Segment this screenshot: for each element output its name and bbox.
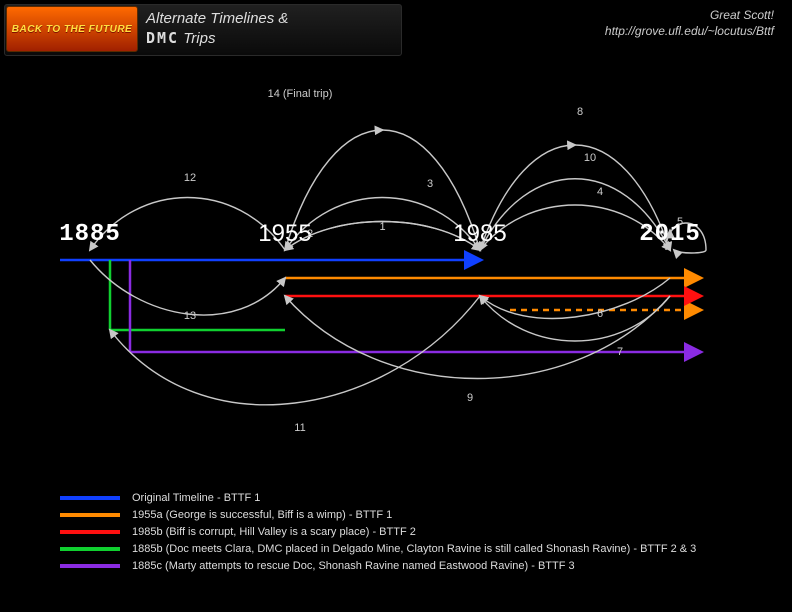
legend-row: Original Timeline - BTTF 1 bbox=[60, 492, 696, 504]
trip-arc-11 bbox=[110, 296, 480, 405]
legend-text: 1955a (George is successful, Biff is a w… bbox=[132, 509, 392, 521]
legend-swatch bbox=[60, 513, 120, 517]
legend-row: 1955a (George is successful, Biff is a w… bbox=[60, 509, 696, 521]
trip-label-4: 4 bbox=[597, 186, 603, 198]
legend-swatch bbox=[60, 496, 120, 500]
trip-label-6: 6 bbox=[597, 308, 603, 320]
legend-text: 1985b (Biff is corrupt, Hill Valley is a… bbox=[132, 526, 416, 538]
legend-text: Original Timeline - BTTF 1 bbox=[132, 492, 260, 504]
year-2015: 2015 bbox=[639, 221, 701, 248]
year-1885: 1885 bbox=[59, 221, 121, 248]
legend: Original Timeline - BTTF 1 1955a (George … bbox=[60, 492, 696, 577]
legend-row: 1985b (Biff is corrupt, Hill Valley is a… bbox=[60, 526, 696, 538]
trip-label-8: 8 bbox=[577, 106, 583, 118]
year-1955: 1955 bbox=[258, 220, 311, 248]
trip-arc-6 bbox=[480, 278, 670, 318]
legend-text: 1885b (Doc meets Clara, DMC placed in De… bbox=[132, 543, 696, 555]
trip-label-10: 10 bbox=[584, 152, 596, 164]
trip-arc-7 bbox=[480, 296, 670, 341]
trip-label-13: 13 bbox=[184, 310, 196, 322]
legend-swatch bbox=[60, 530, 120, 534]
trip-label-7: 7 bbox=[617, 346, 623, 358]
legend-row: 1885c (Marty attempts to rescue Doc, Sho… bbox=[60, 560, 696, 572]
legend-swatch bbox=[60, 547, 120, 551]
legend-text: 1885c (Marty attempts to rescue Doc, Sho… bbox=[132, 560, 575, 572]
trip-label-5: 5 bbox=[677, 216, 683, 228]
trip-label-11: 11 bbox=[294, 422, 305, 434]
trip-label-9: 9 bbox=[467, 392, 473, 404]
trip-label-2: 2 bbox=[307, 228, 313, 240]
trip-label-12: 12 bbox=[184, 172, 196, 184]
trip-arc-13 bbox=[90, 260, 285, 315]
trip-label-14 (Final trip): 14 (Final trip) bbox=[268, 88, 333, 100]
year-1985: 1985 bbox=[453, 220, 506, 248]
trip-label-3: 3 bbox=[427, 178, 433, 190]
legend-row: 1885b (Doc meets Clara, DMC placed in De… bbox=[60, 543, 696, 555]
legend-swatch bbox=[60, 564, 120, 568]
trip-label-1: 1 bbox=[379, 221, 385, 233]
